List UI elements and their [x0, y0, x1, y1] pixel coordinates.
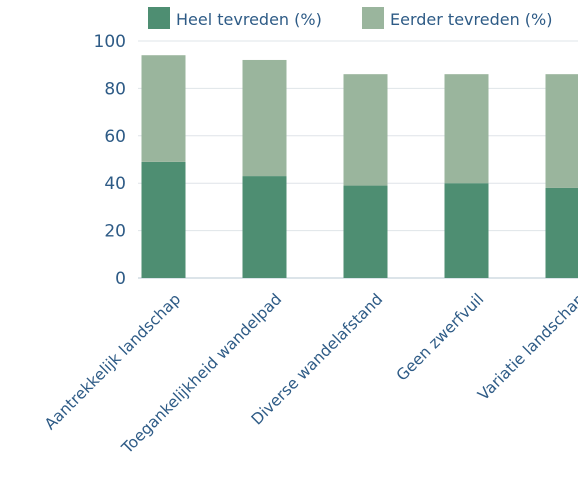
y-tick-label: 0: [115, 269, 126, 289]
bar-eerder-tevreden-aantrekkelijk-landschap: [141, 55, 186, 162]
legend-swatch-heel-tevreden: [148, 7, 170, 29]
y-tick-label: 80: [104, 79, 126, 99]
bar-eerder-tevreden-toegankelijkheid-wandelpad: [242, 59, 287, 177]
legend-label-eerder-tevreden: Eerder tevreden (%): [390, 10, 552, 29]
legend: Heel tevreden (%) Eerder tevreden (%): [148, 7, 552, 29]
x-tick-label-variatie-landschap: Variatie landschap: [474, 290, 578, 404]
bars: [141, 55, 578, 278]
bar-heel-tevreden-toegankelijkheid-wandelpad: [242, 176, 287, 278]
y-tick-label: 100: [94, 32, 126, 52]
y-tick-label: 60: [104, 127, 126, 147]
y-axis-ticks: 0 20 40 60 80 100: [94, 32, 126, 289]
bar-heel-tevreden-geen-zwerfvuil: [444, 183, 489, 278]
bar-heel-tevreden-aantrekkelijk-landschap: [141, 161, 186, 278]
x-tick-label-geen-zwerfvuil: Geen zwerfvuil: [393, 290, 487, 384]
x-tick-label-toegankelijkheid-wandelpad: Toegankelijkheid wandelpad: [118, 290, 286, 458]
bar-eerder-tevreden-geen-zwerfvuil: [444, 74, 489, 184]
legend-label-heel-tevreden: Heel tevreden (%): [176, 10, 322, 29]
y-tick-label: 20: [104, 222, 126, 242]
bar-eerder-tevreden-diverse-wandelafstand: [343, 74, 388, 186]
bar-heel-tevreden-variatie-landschap: [545, 187, 578, 278]
y-tick-label: 40: [104, 174, 126, 194]
legend-swatch-eerder-tevreden: [362, 7, 384, 29]
bar-eerder-tevreden-variatie-landschap: [545, 74, 578, 188]
x-axis-labels: Aantrekkelijk landschapToegankelijkheid …: [41, 290, 578, 458]
bar-heel-tevreden-diverse-wandelafstand: [343, 185, 388, 278]
